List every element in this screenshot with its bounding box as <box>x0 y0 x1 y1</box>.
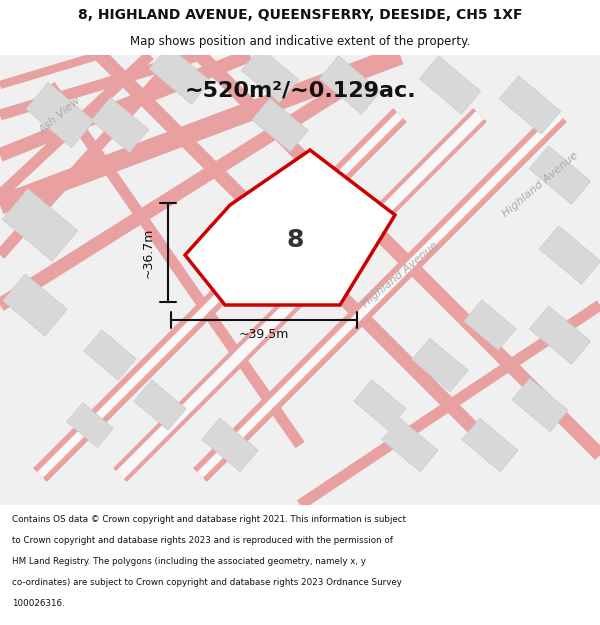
Polygon shape <box>67 402 113 448</box>
Polygon shape <box>464 300 516 350</box>
Text: 100026316.: 100026316. <box>12 599 65 608</box>
Text: Contains OS data © Crown copyright and database right 2021. This information is : Contains OS data © Crown copyright and d… <box>12 514 406 524</box>
Polygon shape <box>134 380 186 430</box>
Polygon shape <box>419 56 481 114</box>
Polygon shape <box>252 98 308 152</box>
Polygon shape <box>462 418 518 472</box>
Text: Highland Avenue: Highland Avenue <box>500 151 580 219</box>
Text: HM Land Registry. The polygons (including the associated geometry, namely x, y: HM Land Registry. The polygons (includin… <box>12 557 366 566</box>
Text: co-ordinates) are subject to Crown copyright and database rights 2023 Ordnance S: co-ordinates) are subject to Crown copyr… <box>12 578 402 587</box>
Text: ~520m²/~0.129ac.: ~520m²/~0.129ac. <box>184 80 416 100</box>
Polygon shape <box>512 378 568 432</box>
Text: ~39.5m: ~39.5m <box>239 329 289 341</box>
Polygon shape <box>2 189 78 261</box>
Polygon shape <box>91 98 149 152</box>
Polygon shape <box>529 146 591 204</box>
Polygon shape <box>499 76 561 134</box>
Text: Map shows position and indicative extent of the property.: Map shows position and indicative extent… <box>130 35 470 48</box>
Polygon shape <box>382 418 438 472</box>
Polygon shape <box>185 150 395 305</box>
Polygon shape <box>149 46 211 104</box>
Polygon shape <box>354 380 406 430</box>
Polygon shape <box>2 274 67 336</box>
Text: Ash View: Ash View <box>37 95 83 135</box>
Polygon shape <box>84 330 136 380</box>
Polygon shape <box>529 306 591 364</box>
Text: 8: 8 <box>286 228 304 252</box>
Text: to Crown copyright and database rights 2023 and is reproduced with the permissio: to Crown copyright and database rights 2… <box>12 536 393 544</box>
Text: ~36.7m: ~36.7m <box>142 228 155 278</box>
Polygon shape <box>241 48 299 102</box>
Text: 8, HIGHLAND AVENUE, QUEENSFERRY, DEESIDE, CH5 1XF: 8, HIGHLAND AVENUE, QUEENSFERRY, DEESIDE… <box>78 8 522 22</box>
Polygon shape <box>26 82 94 148</box>
Polygon shape <box>539 226 600 284</box>
Polygon shape <box>319 56 381 114</box>
Polygon shape <box>412 338 468 392</box>
Polygon shape <box>202 418 258 472</box>
Text: Highland Avenue: Highland Avenue <box>361 241 440 309</box>
